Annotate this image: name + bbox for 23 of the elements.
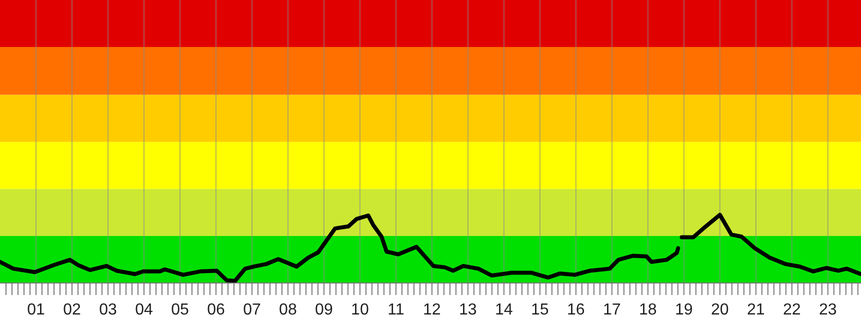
- x-tick-label: 01: [27, 301, 45, 318]
- x-tick-label: 04: [135, 301, 153, 318]
- x-tick-label: 13: [459, 301, 477, 318]
- x-tick-label: 23: [818, 301, 837, 318]
- x-tick-label: 14: [495, 301, 513, 318]
- x-tick-label: 03: [99, 301, 117, 318]
- x-tick-label: 07: [243, 301, 261, 318]
- x-tick-label: 06: [207, 301, 225, 318]
- x-tick-label: 15: [531, 301, 549, 318]
- x-tick-label: 12: [423, 301, 441, 318]
- x-tick-label: 10: [351, 301, 369, 318]
- x-tick-label: 16: [567, 301, 585, 318]
- x-tick-label: 11: [388, 301, 404, 318]
- x-tick-label: 05: [171, 301, 189, 318]
- x-tick-label: 20: [711, 301, 729, 318]
- x-tick-label: 17: [603, 301, 621, 318]
- x-tick-label: 09: [315, 301, 333, 318]
- x-tick-label: 02: [63, 301, 81, 318]
- x-tick-label: 08: [279, 301, 297, 318]
- x-tick-label: 22: [782, 301, 801, 318]
- x-tick-label: 19: [675, 301, 693, 318]
- x-tick-label: 21: [746, 301, 765, 318]
- x-tick-label: 18: [639, 301, 657, 318]
